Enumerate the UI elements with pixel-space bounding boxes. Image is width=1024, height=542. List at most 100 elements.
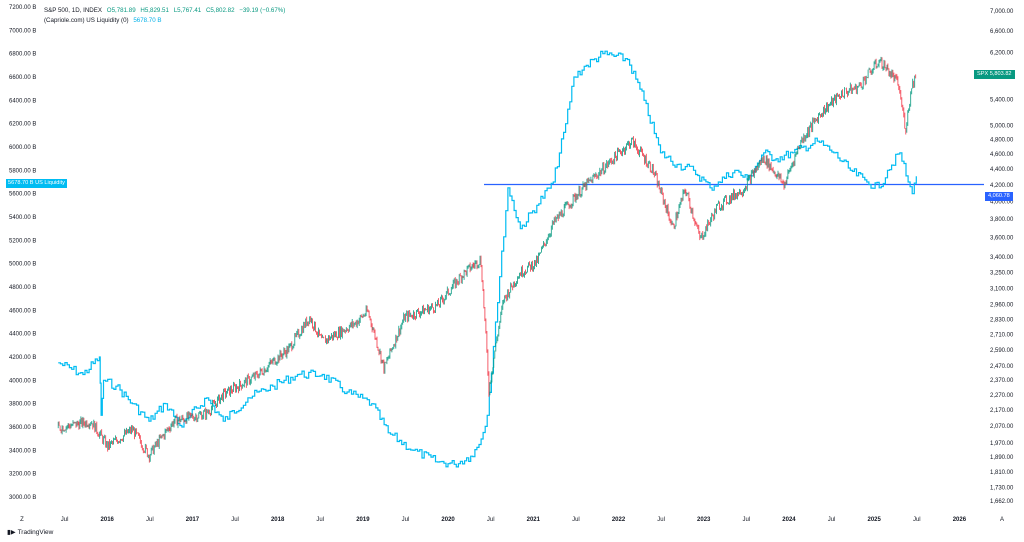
x-tick-label: 2017	[186, 517, 200, 523]
legend-symbol[interactable]: S&P 500, 1D, INDEX	[44, 7, 103, 14]
x-tick-label: Jul	[146, 517, 154, 523]
left-tick-label: 5800.00 B	[9, 168, 36, 174]
x-tick-label: 2024	[782, 517, 796, 523]
left-tick-label: 5400.00 B	[9, 215, 36, 221]
left-tick-label: 5200.00 B	[9, 238, 36, 244]
right-tick-label: 1,810.00	[990, 470, 1014, 476]
x-tick-label: 2020	[441, 517, 455, 523]
left-tick-label: 3600.00 B	[9, 425, 36, 431]
chart-legend: S&P 500, 1D, INDEX O5,781.89 H5,829.51 L…	[44, 6, 288, 26]
right-tick-label: 2,170.00	[990, 408, 1014, 414]
right-tick-label: 1,662.00	[990, 499, 1014, 505]
right-tick-label: 1,970.00	[990, 441, 1014, 447]
liquidity-series-line	[58, 50, 917, 468]
x-tick-label: Jul	[231, 517, 239, 523]
left-tick-label: 6400.00 B	[9, 98, 36, 104]
right-tick-label: 3,100.00	[990, 287, 1014, 293]
right-tick-label: 2,590.00	[990, 348, 1014, 354]
left-tick-label: 5600.00 B	[9, 192, 36, 198]
liquidity-badge-label: US Liquidity	[35, 180, 65, 186]
legend-indicator-value: 5678.70 B	[133, 17, 162, 24]
liquidity-scale-badge: 5678.70 B US Liquidity	[6, 179, 67, 188]
spx-badge-value: 5,803.82	[989, 71, 1012, 77]
right-tick-label: 4,200.00	[990, 183, 1014, 189]
legend-row-spx: S&P 500, 1D, INDEX O5,781.89 H5,829.51 L…	[44, 6, 288, 16]
right-tick-label: 2,710.00	[990, 332, 1014, 338]
right-tick-label: 3,800.00	[990, 217, 1014, 223]
left-tick-label: 4000.00 B	[9, 378, 36, 384]
legend-row-indicator: (Capriole.com) US Liquidity (0) 5678.70 …	[44, 16, 288, 26]
right-tick-label: 2,070.00	[990, 424, 1014, 430]
right-axis: 7,000.006,600.006,200.005,800.005,400.00…	[990, 9, 1014, 505]
x-tick-label: Jul	[828, 517, 836, 523]
x-tick-label: Jul	[316, 517, 324, 523]
left-tick-label: 5000.00 B	[9, 262, 36, 268]
right-tick-label: 3,600.00	[990, 236, 1014, 242]
plot-area	[57, 50, 984, 468]
legend-close: C5,802.82	[205, 7, 235, 14]
left-tick-label: 4800.00 B	[9, 285, 36, 291]
right-tick-label: 4,000.00	[990, 200, 1014, 206]
right-tick-label: 5,000.00	[990, 124, 1014, 130]
right-tick-label: 2,960.00	[990, 302, 1014, 308]
x-axis: Z Jul 2016 Jul 2017 Jul 2018 Jul 2019 Jul 2020 Jul 2…	[20, 517, 1004, 523]
right-tick-label: 4,600.00	[990, 152, 1014, 158]
tradingview-logo[interactable]: ▮▶ TradingView	[7, 528, 53, 536]
left-tick-label: 3400.00 B	[9, 448, 36, 454]
legend-low: L5,767.41	[173, 7, 202, 14]
right-tick-label: 2,470.00	[990, 364, 1014, 370]
x-tick-label: 2023	[697, 517, 711, 523]
right-tick-label: 2,830.00	[990, 318, 1014, 324]
x-tick-label: 2016	[101, 517, 115, 523]
x-tick-label: 2026	[953, 517, 967, 523]
left-tick-label: 3200.00 B	[9, 472, 36, 478]
tradingview-logo-icon: ▮▶	[7, 529, 16, 536]
right-tick-label: 4,400.00	[990, 167, 1014, 173]
x-tick-label: 2021	[527, 517, 541, 523]
right-tick-label: 6,600.00	[990, 29, 1014, 35]
left-tick-label: 4400.00 B	[9, 332, 36, 338]
x-tick-label: Jul	[61, 517, 69, 523]
spx-candles	[57, 56, 917, 463]
left-axis: 7200.00 B 7000.00 B 6800.00 B 6600.00 B 6400…	[9, 5, 36, 501]
right-tick-label: 2,370.00	[990, 378, 1014, 384]
x-tick-label: Jul	[743, 517, 751, 523]
right-tick-label: 3,250.00	[990, 270, 1014, 276]
right-tick-label: 6,200.00	[990, 50, 1014, 56]
legend-change: −39.19 (−0.67%)	[239, 7, 286, 14]
x-tick-label: 2018	[271, 517, 285, 523]
right-tick-label: 2,270.00	[990, 393, 1014, 399]
left-tick-label: 4200.00 B	[9, 355, 36, 361]
right-tick-label: 3,400.00	[990, 255, 1014, 261]
left-tick-label: 6600.00 B	[9, 75, 36, 81]
x-tick-label: 2025	[867, 517, 881, 523]
right-tick-label: 7,000.00	[990, 9, 1014, 15]
liquidity-badge-value: 5678.70 B	[8, 180, 34, 186]
x-tick-label: Jul	[487, 517, 495, 523]
legend-high: H5,829.51	[140, 7, 169, 14]
left-tick-label: 3800.00 B	[9, 402, 36, 408]
left-tick-label: 6000.00 B	[9, 145, 36, 151]
x-tick-label: Jul	[657, 517, 665, 523]
left-tick-label: 3000.00 B	[9, 495, 36, 501]
x-tick-label: 2019	[356, 517, 370, 523]
x-tick-label: Z	[20, 517, 24, 523]
left-tick-label: 7200.00 B	[9, 5, 36, 11]
legend-indicator-name[interactable]: (Capriole.com) US Liquidity (0)	[44, 17, 129, 24]
right-tick-label: 5,400.00	[990, 97, 1014, 103]
left-tick-label: 4600.00 B	[9, 308, 36, 314]
x-tick-label: A	[1000, 517, 1004, 523]
x-tick-label: Jul	[913, 517, 921, 523]
right-tick-label: 4,800.00	[990, 138, 1014, 144]
spx-price-badge: SPX 5,803.82	[974, 70, 1015, 79]
right-tick-label: 1,890.00	[990, 455, 1014, 461]
left-tick-label: 6800.00 B	[9, 52, 36, 58]
spx-badge-label: SPX	[977, 71, 989, 77]
x-tick-label: Jul	[572, 517, 580, 523]
right-tick-label: 1,730.00	[990, 485, 1014, 491]
hline-price-badge: 4,060.78	[985, 192, 1013, 201]
x-tick-label: 2022	[612, 517, 626, 523]
left-tick-label: 6200.00 B	[9, 122, 36, 128]
x-tick-label: Jul	[402, 517, 410, 523]
